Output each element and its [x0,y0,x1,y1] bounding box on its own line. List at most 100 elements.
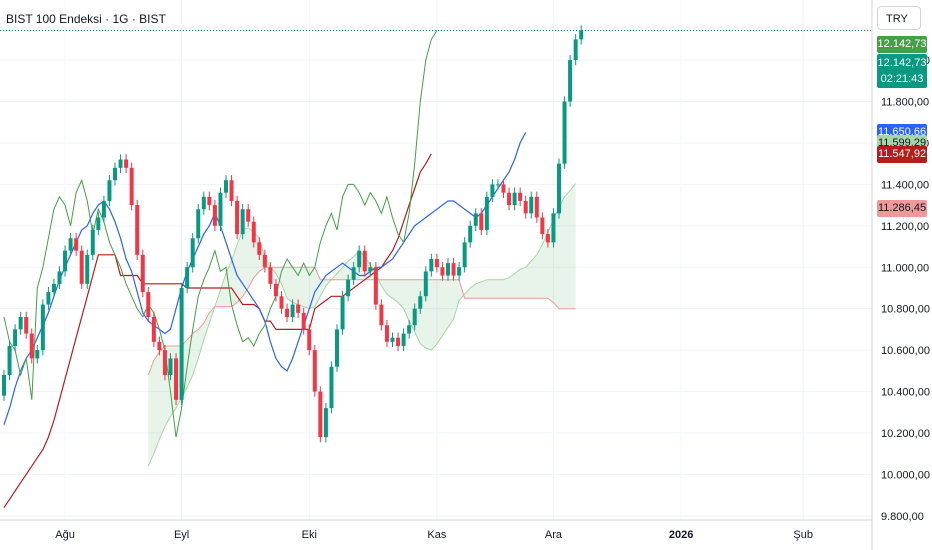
candle-body [201,196,206,210]
candle-body [551,213,556,243]
price-tick-label: 9.800,00 [881,511,924,523]
candle-body [35,350,40,359]
candle-body [113,167,117,181]
candle-body [490,184,495,197]
candle-body [18,316,23,330]
time-tick-label: Şub [793,529,813,541]
price-tick-label: 10.400,00 [881,387,930,399]
price-tick-label: 11.400,00 [881,179,929,191]
base-line-badge: 11.547,92 [877,146,927,163]
candle-body [501,184,506,193]
candle-body [379,304,384,326]
last-price-badge: 12.142,73 [877,36,927,53]
candle-body [518,192,523,201]
candle-body [523,200,528,214]
time-axis[interactable]: Ağu Eyl Eki Kas Ara 2026 Şub [55,529,813,541]
price-tick-label: 11.800,00 [881,97,929,109]
current-price-value: 12.142,73 [877,57,927,69]
currency-selector[interactable]: TRY [877,6,921,30]
time-tick-label: Ağu [55,529,75,541]
base-line [3,153,432,508]
candle-body [390,337,395,342]
candle-body [246,209,251,222]
price-tick-label: 10.600,00 [881,345,930,357]
candle-body [185,267,190,288]
candle-body [412,308,417,326]
candle-body [462,242,467,268]
candle-body [229,180,234,201]
candle-body [479,213,484,230]
candle-body [174,358,179,400]
price-tick-label: 10.000,00 [881,469,930,481]
candle-body [534,196,539,218]
candle-body [273,283,278,297]
candle-body [468,225,473,243]
time-tick-label: 2026 [669,529,693,541]
candle-body [90,229,95,255]
candle-body [235,200,240,235]
candle-body [107,180,112,201]
candle-body [135,205,140,255]
candle-body [151,316,156,342]
candle-body [407,325,412,334]
time-tick-label: Ara [545,529,563,541]
cloud-fill [148,183,576,467]
candle-body [96,217,101,230]
candle-body [224,180,228,193]
candle-body [79,250,84,284]
candle-body [279,296,284,309]
candle-body [573,39,578,61]
candle-body [262,254,267,268]
candle-body [190,238,195,268]
candle-body [457,267,462,276]
candle-body [362,250,367,272]
candle-body [257,242,262,255]
candle-body [579,30,584,40]
candle-body [351,267,356,280]
candle-body [434,258,439,268]
candle-body [418,296,423,309]
candle-body [85,254,90,284]
leading-span-b [147,266,576,376]
candle-body [507,192,512,206]
candle-body [329,366,334,409]
candle-body [218,192,223,226]
candle-body [335,329,339,367]
candle-body [51,283,56,293]
conversion-line [3,132,527,425]
candle-body [140,254,145,293]
candle-body [57,271,62,284]
candle-body [396,337,401,346]
price-tick-label: 10.800,00 [881,304,930,316]
indicator-lines [0,30,872,508]
candle-body [473,213,478,226]
candle-body [346,279,351,297]
candle-body [196,209,201,239]
candle-body [301,312,306,330]
symbol-title[interactable]: BIST 100 Endeksi · 1G · BIST [6,12,166,26]
candle-body [545,234,550,243]
candle-body [162,350,167,375]
candle-body [495,184,500,186]
candle-body [7,345,12,375]
candles [2,25,584,443]
candle-body [557,163,561,214]
candle-body [124,159,129,168]
candle-body [429,258,434,272]
time-tick-label: Eyl [174,529,189,541]
time-tick-label: Kas [427,529,446,541]
candle-body [440,267,445,276]
candle-body [40,304,45,351]
candle-body [512,192,517,206]
candle-body [146,292,151,317]
candle-body [268,267,273,284]
candle-body [285,308,290,317]
candle-body [290,304,295,317]
candle-body [129,167,134,206]
candle-body [74,238,79,251]
leading-span-a [147,183,576,467]
candle-body [212,205,217,226]
candle-body [451,263,456,276]
candle-body [562,101,567,164]
